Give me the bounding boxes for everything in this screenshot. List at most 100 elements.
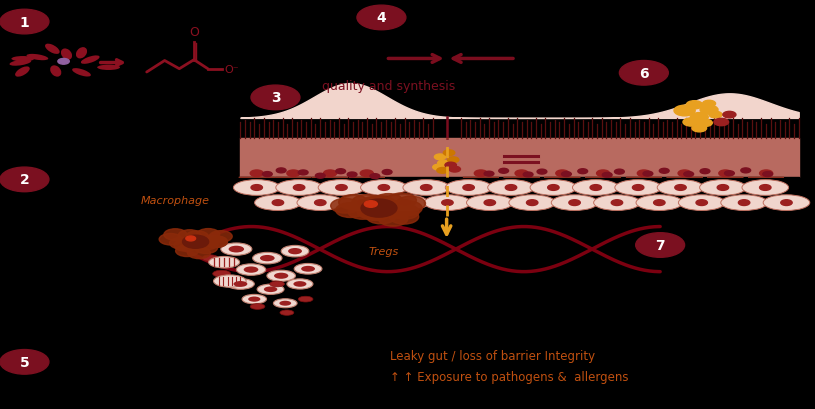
Ellipse shape [221,243,252,256]
Circle shape [445,163,456,169]
Circle shape [251,86,300,110]
Circle shape [760,185,771,191]
Circle shape [590,185,601,191]
Ellipse shape [254,196,302,211]
Circle shape [637,171,650,177]
Text: O: O [189,26,199,39]
Circle shape [569,200,580,206]
Ellipse shape [214,275,246,288]
Circle shape [0,10,49,35]
Circle shape [331,199,360,213]
Ellipse shape [699,180,747,196]
Circle shape [357,6,406,31]
Ellipse shape [302,266,315,272]
Circle shape [205,236,227,248]
Ellipse shape [280,301,291,306]
Circle shape [683,119,699,127]
Text: 2: 2 [20,173,29,187]
Circle shape [164,229,187,240]
Ellipse shape [572,180,619,196]
Circle shape [381,201,411,216]
Circle shape [347,173,357,178]
Ellipse shape [593,196,641,211]
Ellipse shape [45,45,59,55]
Ellipse shape [487,180,535,196]
Circle shape [709,112,722,119]
Circle shape [370,174,380,179]
Circle shape [719,171,732,177]
Circle shape [352,195,381,210]
Ellipse shape [242,294,267,304]
Circle shape [393,201,422,216]
Circle shape [537,170,547,175]
Circle shape [399,200,411,206]
Ellipse shape [615,180,662,196]
Text: 6: 6 [639,67,649,81]
Circle shape [703,101,716,108]
Ellipse shape [15,67,29,77]
Ellipse shape [275,180,323,196]
Circle shape [484,200,496,206]
Ellipse shape [289,248,302,255]
Circle shape [449,167,460,173]
Ellipse shape [360,180,408,196]
Ellipse shape [258,285,284,294]
Ellipse shape [51,66,61,77]
Circle shape [197,229,220,240]
Text: 1: 1 [20,16,29,29]
Circle shape [361,197,390,211]
Ellipse shape [11,57,34,62]
Circle shape [374,194,403,209]
Circle shape [58,59,69,65]
Circle shape [442,200,453,206]
Ellipse shape [72,69,91,77]
Ellipse shape [294,264,322,274]
Circle shape [174,240,196,252]
Circle shape [209,231,232,243]
Circle shape [387,193,416,208]
Circle shape [548,185,559,191]
Circle shape [336,203,365,218]
Circle shape [396,197,425,211]
Ellipse shape [250,304,265,310]
Circle shape [632,185,644,191]
Circle shape [338,195,368,210]
Circle shape [251,185,262,191]
Circle shape [336,169,346,174]
Text: 7: 7 [655,238,665,252]
Circle shape [186,236,196,241]
Circle shape [378,212,408,227]
Ellipse shape [297,196,344,211]
Circle shape [348,205,377,220]
Circle shape [159,234,182,245]
Circle shape [183,236,209,249]
Circle shape [382,170,392,175]
Ellipse shape [233,281,248,287]
Circle shape [505,185,517,191]
Circle shape [725,171,734,176]
Circle shape [611,200,623,206]
Ellipse shape [76,48,87,59]
Ellipse shape [81,56,99,65]
Circle shape [293,185,305,191]
Ellipse shape [657,180,704,196]
Circle shape [250,171,263,177]
Circle shape [315,174,325,179]
Circle shape [364,201,377,208]
Circle shape [763,172,773,177]
Circle shape [175,245,198,257]
Circle shape [781,200,792,206]
Circle shape [443,151,455,156]
Circle shape [357,205,386,220]
Circle shape [0,168,49,192]
Ellipse shape [274,299,297,308]
Circle shape [643,172,653,177]
Text: 3: 3 [271,91,280,105]
Circle shape [262,172,272,177]
Ellipse shape [260,255,275,262]
Ellipse shape [318,180,365,196]
Ellipse shape [10,60,31,67]
Ellipse shape [445,180,492,196]
Ellipse shape [636,196,683,211]
Circle shape [298,171,308,175]
